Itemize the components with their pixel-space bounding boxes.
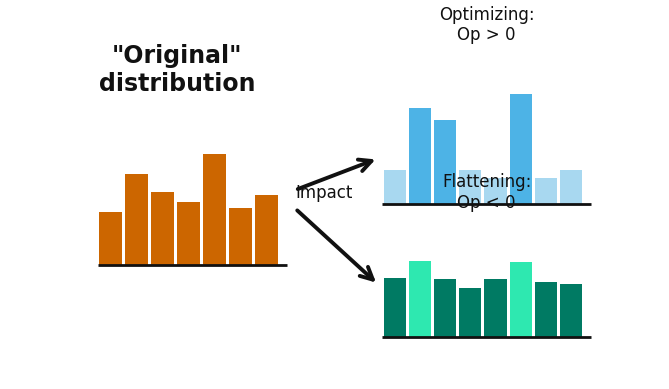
Bar bbox=[459, 288, 481, 337]
Text: Optimizing:
Op > 0: Optimizing: Op > 0 bbox=[439, 5, 535, 44]
Text: Flattening:
Op < 0: Flattening: Op < 0 bbox=[442, 173, 531, 212]
Bar bbox=[177, 202, 200, 265]
Bar bbox=[434, 279, 456, 337]
Bar bbox=[484, 177, 506, 204]
Bar bbox=[409, 261, 431, 337]
Text: "Original"
distribution: "Original" distribution bbox=[99, 44, 256, 96]
Bar bbox=[229, 208, 252, 265]
Bar bbox=[484, 279, 506, 337]
Bar bbox=[510, 263, 532, 337]
Bar bbox=[434, 120, 456, 204]
Bar bbox=[203, 154, 226, 265]
Bar bbox=[255, 196, 278, 265]
Bar bbox=[125, 174, 148, 265]
Bar bbox=[383, 170, 405, 204]
Bar bbox=[409, 108, 431, 204]
Bar bbox=[383, 278, 405, 337]
Bar bbox=[535, 177, 557, 204]
Bar bbox=[510, 94, 532, 204]
Bar bbox=[151, 192, 174, 265]
Text: Impact: Impact bbox=[295, 184, 353, 202]
Bar bbox=[560, 284, 582, 337]
Bar bbox=[535, 282, 557, 337]
Bar bbox=[459, 170, 481, 204]
Bar bbox=[99, 212, 122, 265]
Bar bbox=[560, 170, 582, 204]
